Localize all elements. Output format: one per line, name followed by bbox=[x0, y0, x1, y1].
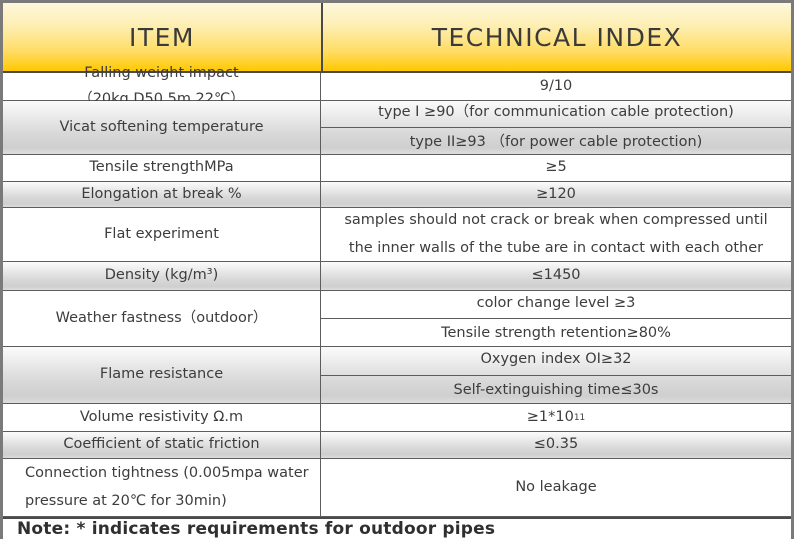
table-header-row: ITEM TECHNICAL INDEX bbox=[3, 3, 791, 73]
row-label: Elongation at break % bbox=[3, 182, 321, 207]
row-label: Flame resistance bbox=[3, 347, 321, 403]
row-value-group: 9/10 bbox=[321, 73, 791, 100]
row-label: Weather fastness（outdoor） bbox=[3, 291, 321, 346]
row-value-group: No leakage bbox=[321, 459, 791, 516]
table-body: Falling weight impact （20kg,D50,5m,22℃） … bbox=[3, 65, 791, 539]
row-value: ≥1*10 11 bbox=[321, 403, 791, 432]
row-label: Falling weight impact （20kg,D50,5m,22℃） bbox=[3, 65, 321, 107]
row-label: Vicat softening temperature bbox=[3, 101, 321, 154]
row-value-group: samples should not crack or break when c… bbox=[321, 208, 791, 261]
row-value: type I ≥90（for communication cable prote… bbox=[321, 98, 791, 128]
row-value: No leakage bbox=[515, 478, 597, 495]
row-value: 9/10 bbox=[539, 77, 573, 94]
row-value-group: color change level ≥3 Tensile strength r… bbox=[321, 291, 791, 346]
row-value: ≤0.35 bbox=[533, 436, 579, 453]
table-row: Connection tightness (0.005mpa water pre… bbox=[3, 459, 791, 517]
row-value: Tensile strength retention≥80% bbox=[441, 325, 671, 341]
row-label: Volume resistivity Ω.m bbox=[3, 404, 321, 431]
row-label: Density (kg/m³) bbox=[3, 262, 321, 290]
column-header-technical-index: TECHNICAL INDEX bbox=[431, 22, 683, 52]
table-row: Vicat softening temperature type I ≥90（f… bbox=[3, 101, 791, 155]
row-value: Self-extinguishing time≤30s bbox=[453, 381, 659, 398]
row-label: Flat experiment bbox=[3, 208, 321, 261]
row-label: Tensile strengthMPa bbox=[3, 155, 321, 181]
table-row: Elongation at break % ≥120 bbox=[3, 182, 791, 208]
table-row: Coefficient of static friction ≤0.35 bbox=[3, 432, 791, 459]
row-value-group: ≥5 bbox=[321, 155, 791, 181]
row-value: Oxygen index OI≥32 bbox=[321, 345, 791, 376]
column-header-item: ITEM bbox=[3, 3, 323, 71]
table-row: Tensile strengthMPa ≥5 bbox=[3, 155, 791, 182]
row-value-group: ≥1*10 11 bbox=[321, 404, 791, 431]
row-value: ≥5 bbox=[545, 159, 567, 176]
row-value: type II≥93 （for power cable protection) bbox=[409, 134, 703, 150]
table-row: Density (kg/m³) ≤1450 bbox=[3, 262, 791, 291]
table-row: Volume resistivity Ω.m ≥1*10 11 bbox=[3, 404, 791, 432]
row-value: color change level ≥3 bbox=[321, 289, 791, 319]
row-value-group: ≤0.35 bbox=[321, 432, 791, 458]
row-value-group: Oxygen index OI≥32 Self-extinguishing ti… bbox=[321, 347, 791, 403]
row-value-group: ≥120 bbox=[321, 182, 791, 207]
row-value-group: ≤1450 bbox=[321, 262, 791, 290]
row-label: Connection tightness (0.005mpa water pre… bbox=[3, 459, 321, 516]
row-label: Coefficient of static friction bbox=[3, 432, 321, 458]
table-row: Weather fastness（outdoor） color change l… bbox=[3, 291, 791, 347]
table-footer-note-row: Note: * indicates requirements for outdo… bbox=[3, 517, 791, 539]
footer-note-text: Note: * indicates requirements for outdo… bbox=[17, 519, 496, 539]
table-row: Flat experiment samples should not crack… bbox=[3, 208, 791, 262]
row-value-group: type I ≥90（for communication cable prote… bbox=[321, 101, 791, 154]
row-value: ≥120 bbox=[536, 185, 576, 202]
row-value: ≤1450 bbox=[531, 267, 581, 284]
row-value: samples should not crack or break when c… bbox=[344, 211, 768, 256]
row-value-base: ≥1*10 bbox=[526, 408, 574, 425]
table-row: Flame resistance Oxygen index OI≥32 Self… bbox=[3, 347, 791, 404]
